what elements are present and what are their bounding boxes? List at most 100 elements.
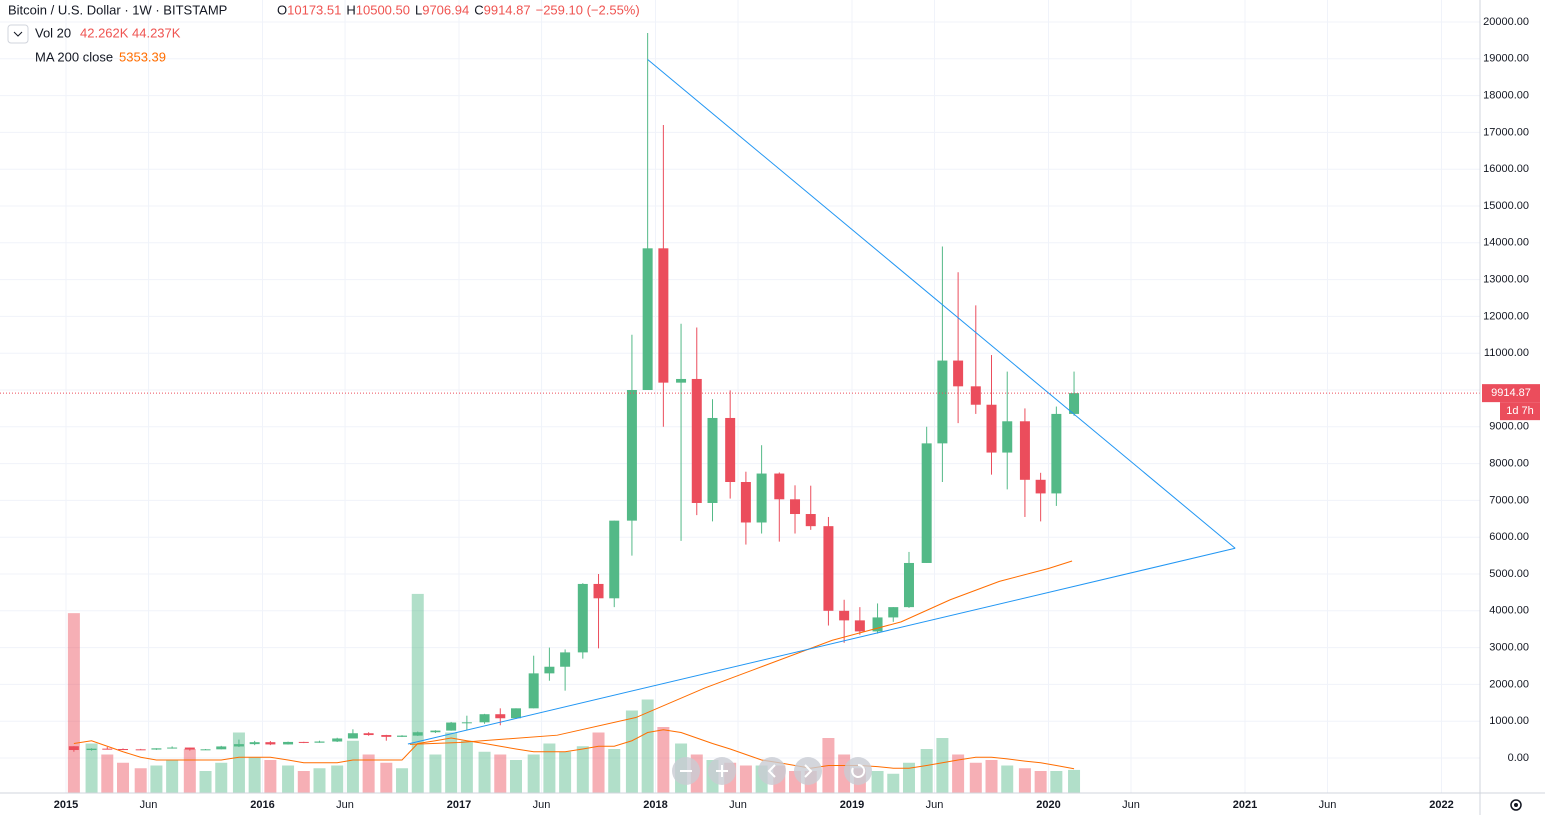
candle-body <box>626 390 637 521</box>
ohlc-label: H <box>346 2 355 17</box>
candle-body <box>1069 393 1080 414</box>
volume-bar <box>264 760 277 793</box>
settings-icon <box>1514 803 1518 807</box>
volume-bar <box>460 740 473 793</box>
candle-body <box>397 735 408 737</box>
candle-body <box>510 708 521 719</box>
volume-bar <box>871 771 884 793</box>
volume-bar <box>150 765 163 793</box>
volume-bar <box>445 732 458 793</box>
scroll-right[interactable] <box>794 757 822 785</box>
volume-bar <box>657 727 670 793</box>
indicator-value: 42.262K <box>80 25 129 40</box>
candle-body <box>381 735 392 737</box>
candle-body <box>790 499 801 515</box>
candle-body <box>903 562 914 608</box>
candle-body <box>1051 413 1062 494</box>
y-tick-label: 14000.00 <box>1483 237 1529 249</box>
price-tag <box>1482 384 1540 403</box>
y-tick-label: 20000.00 <box>1483 16 1529 28</box>
volume-bar <box>346 740 359 793</box>
volume-bar <box>134 768 147 793</box>
x-tick-label: 2022 <box>1429 799 1453 811</box>
ohlc-value: 9706.94 <box>422 2 469 17</box>
volume-bar <box>380 762 393 793</box>
candle-body <box>937 360 948 444</box>
candle-body <box>265 742 276 745</box>
candle-body <box>184 747 195 750</box>
volume-bar <box>543 743 556 793</box>
candle-body <box>805 514 816 527</box>
candle-body <box>86 748 97 751</box>
volume-bar <box>576 746 589 793</box>
ma200-line <box>409 560 1073 745</box>
candle-body <box>872 617 883 632</box>
candle-body <box>707 417 718 503</box>
volume-bar <box>559 751 572 793</box>
collapse-toggle[interactable] <box>7 24 29 44</box>
price-change: −259.10 (−2.55%) <box>536 2 640 17</box>
candle-body <box>691 378 702 503</box>
trendline <box>407 547 1236 745</box>
ohlc-label: O <box>277 2 287 17</box>
y-tick-label: 19000.00 <box>1483 53 1529 65</box>
price-tag-label: 9914.87 <box>1491 387 1531 399</box>
scroll-left[interactable] <box>758 757 786 785</box>
candle-body <box>314 741 325 743</box>
candle-body <box>332 738 343 742</box>
volume-bar <box>362 754 375 793</box>
volume-bar <box>429 754 442 793</box>
candle-body <box>430 730 441 733</box>
candle-body <box>921 443 932 563</box>
candle-body <box>823 526 834 611</box>
volume-bar <box>478 751 491 793</box>
x-tick-label: 2018 <box>643 799 667 811</box>
reset-chart[interactable] <box>844 757 872 785</box>
candle-body <box>151 748 162 750</box>
ohlc-label: C <box>474 2 483 17</box>
volume-bar <box>1050 771 1063 793</box>
volume-bar <box>494 754 507 793</box>
volume-bar <box>199 771 212 793</box>
candle-body <box>725 417 736 483</box>
candle-body <box>593 583 604 599</box>
indicator-name: Vol 20 <box>35 25 71 40</box>
volume-bar <box>282 765 295 793</box>
candle-body <box>298 741 309 743</box>
volume-bar <box>396 768 409 793</box>
candle-body <box>1002 421 1013 453</box>
x-tick-label: 2019 <box>840 799 864 811</box>
candle-body <box>854 620 865 632</box>
candle-body <box>544 666 555 674</box>
candle-body <box>446 722 457 731</box>
y-tick-label: 15000.00 <box>1483 200 1529 212</box>
candle-body <box>756 473 767 523</box>
ohlc-value: 9914.87 <box>484 2 531 17</box>
candle-body <box>68 746 79 751</box>
y-tick-label: 17000.00 <box>1483 126 1529 138</box>
volume-bar <box>887 773 900 793</box>
candle-body <box>347 733 358 739</box>
candle-body <box>1019 421 1030 480</box>
volume-bar <box>952 754 965 793</box>
volume-bar <box>641 699 654 793</box>
ohlc-value: 10173.51 <box>287 2 341 17</box>
x-tick-label: 2015 <box>54 799 78 811</box>
volume-bar <box>985 760 998 793</box>
volume-bar <box>1001 765 1014 793</box>
candle-body <box>986 404 997 453</box>
volume-bar <box>85 743 98 793</box>
countdown-tag <box>1500 402 1540 421</box>
y-tick-label: 6000.00 <box>1489 531 1529 543</box>
icon <box>716 765 728 777</box>
volume-bar <box>1034 771 1047 793</box>
candle-body <box>658 248 669 383</box>
volume-bar <box>215 762 228 793</box>
indicator-value: 5353.39 <box>119 49 166 64</box>
settings[interactable] <box>1510 799 1522 811</box>
x-tick-label: 2021 <box>1233 799 1257 811</box>
y-tick-label: 13000.00 <box>1483 274 1529 286</box>
y-tick-label: 8000.00 <box>1489 458 1529 470</box>
y-tick-label: 16000.00 <box>1483 163 1529 175</box>
icon <box>851 763 866 778</box>
